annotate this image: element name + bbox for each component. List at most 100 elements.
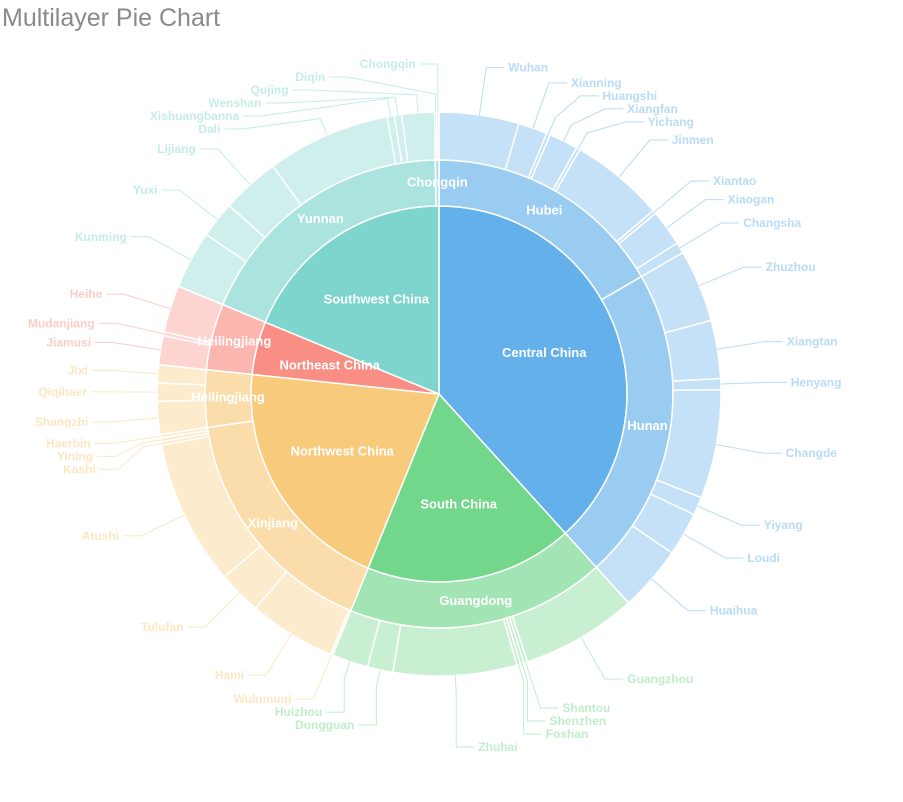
city-label-xiangfan: Xiangfan xyxy=(627,102,678,116)
leader-line-jixi xyxy=(91,369,158,375)
leader-line-dongguan xyxy=(358,669,381,726)
city-label-wenshan: Wenshan xyxy=(208,96,261,110)
city-slice-qujing[interactable] xyxy=(400,111,437,163)
province-label-xinjiang: Xinjiang xyxy=(248,515,299,530)
city-label-qujing: Qujing xyxy=(251,83,289,97)
city-label-xiangtan: Xiangtan xyxy=(787,335,838,349)
leader-line-atushi xyxy=(123,514,185,537)
leader-line-yuxi xyxy=(161,189,218,221)
city-label-xiantao: Xiantao xyxy=(713,174,756,188)
city-label-dali: Dali xyxy=(198,122,220,136)
leader-line-dali xyxy=(224,118,328,136)
leader-line-heihe xyxy=(106,293,171,310)
city-label-xishuangbanna: Xishuangbanna xyxy=(150,109,240,123)
leader-line-shangzhi xyxy=(92,417,159,423)
leader-line-wenshan xyxy=(265,96,399,116)
leader-line-henyang xyxy=(720,381,787,385)
leader-line-huizhou xyxy=(326,661,351,713)
city-label-jinmen: Jinmen xyxy=(672,133,714,147)
leader-line-diqin xyxy=(329,76,437,113)
leader-line-xiaogan xyxy=(666,199,724,229)
leader-line-huangshi xyxy=(547,95,599,135)
province-label-hubei: Hubei xyxy=(526,203,562,218)
city-label-mudanjiang: Mudanjiang xyxy=(28,316,95,330)
city-label-xiaogan: Xiaogan xyxy=(728,193,775,207)
city-label-changde: Changde xyxy=(786,446,838,460)
city-label-loudi: Loudi xyxy=(747,551,780,565)
city-label-yiyang: Yiyang xyxy=(764,518,803,532)
leader-line-guangzhou xyxy=(580,637,624,680)
pie-labels: Hubei Hunan Central China Guangdong South Ch… xyxy=(191,174,668,608)
city-slice-henyang[interactable] xyxy=(671,377,722,392)
city-label-kunming: Kunming xyxy=(75,230,127,244)
leader-line-shantou xyxy=(525,662,559,709)
region-label-northeast-china: Northeast China xyxy=(279,358,380,373)
city-slice-zhuhai[interactable] xyxy=(391,617,518,677)
city-label-heihe: Heihe xyxy=(70,287,103,301)
city-slice-wuhan[interactable] xyxy=(438,111,520,171)
city-label-xianning: Xianning xyxy=(571,76,622,90)
region-label-south-china: South China xyxy=(420,497,497,512)
chart-title: Multilayer Pie Chart xyxy=(2,4,221,32)
city-slice-shangzhi[interactable] xyxy=(156,399,209,436)
pie-slices xyxy=(156,111,722,677)
city-label-dongguan: Dongguan xyxy=(295,718,354,732)
province-label-heilingjiang: Heilingjiang xyxy=(191,390,265,405)
leader-line-foshan xyxy=(518,664,542,735)
city-label-henyang: Henyang xyxy=(791,375,842,389)
city-label-shenzhen: Shenzhen xyxy=(549,714,606,728)
leader-line-wuhan xyxy=(478,66,505,115)
leader-line-tulufan xyxy=(187,592,240,628)
leader-line-xiantao xyxy=(654,180,710,213)
city-label-chongqin: Chongqin xyxy=(360,57,416,71)
city-label-qiqihaer: Qiqihaer xyxy=(38,385,87,399)
city-label-huizhou: Huizhou xyxy=(275,705,322,719)
leader-line-xiangtan xyxy=(717,341,783,350)
city-label-zhuzhou: Zhuzhou xyxy=(766,260,816,274)
city-label-huaihua: Huaihua xyxy=(710,604,758,618)
leader-line-xiangfan xyxy=(563,108,624,142)
city-label-diqin: Diqin xyxy=(295,70,325,84)
city-slice-chongqin[interactable] xyxy=(436,111,440,161)
city-label-yining: Yining xyxy=(57,449,93,463)
province-label-yunnan: Yunnan xyxy=(297,211,344,226)
city-label-yichang: Yichang xyxy=(648,115,694,129)
leader-line-xishuangbanna xyxy=(243,97,392,117)
province-label-hunan: Hunan xyxy=(627,418,668,433)
city-label-lijiang: Lijiang xyxy=(157,142,196,156)
leader-line-haerbin xyxy=(94,435,161,444)
region-label-southwest-china: Southwest China xyxy=(324,292,430,307)
leader-line-changsha xyxy=(679,222,740,249)
leader-line-chongqin xyxy=(419,63,439,113)
leader-line-wulumuqi xyxy=(295,654,333,700)
city-label-yuxi: Yuxi xyxy=(133,183,158,197)
city-label-changsha: Changsha xyxy=(743,216,801,230)
province-label-heilingjiang: Heilingjiang xyxy=(198,334,272,349)
leader-line-jiamusi xyxy=(95,341,161,351)
city-label-tulufan: Tulufan xyxy=(141,620,183,634)
leader-line-yining xyxy=(96,439,161,457)
city-label-atushi: Atushi xyxy=(82,529,119,543)
province-label-chongqin: Chongqin xyxy=(407,174,468,189)
leader-line-zhuzhou xyxy=(699,266,762,287)
leader-line-qujing xyxy=(292,89,419,113)
leader-line-yiyang xyxy=(697,505,760,526)
leader-line-lijiang xyxy=(199,148,251,186)
city-label-wuhan: Wuhan xyxy=(508,60,548,74)
leader-line-huaihua xyxy=(651,578,706,612)
leader-line-hami xyxy=(248,633,292,676)
city-label-zhuhai: Zhuhai xyxy=(478,740,517,754)
city-label-wulumuqi: Wulumuqi xyxy=(234,692,292,706)
leader-line-yichang xyxy=(577,121,644,149)
leader-line-xianning xyxy=(532,82,567,129)
leader-line-jinmen xyxy=(618,139,668,178)
city-label-shantou: Shantou xyxy=(562,701,610,715)
leader-line-changde xyxy=(716,444,782,454)
province-label-guangdong: Guangdong xyxy=(439,593,512,608)
leader-line-kashi xyxy=(99,443,162,470)
leader-line-loudi xyxy=(683,533,744,559)
leader-line-kunming xyxy=(130,236,192,261)
city-label-foshan: Foshan xyxy=(546,727,589,741)
